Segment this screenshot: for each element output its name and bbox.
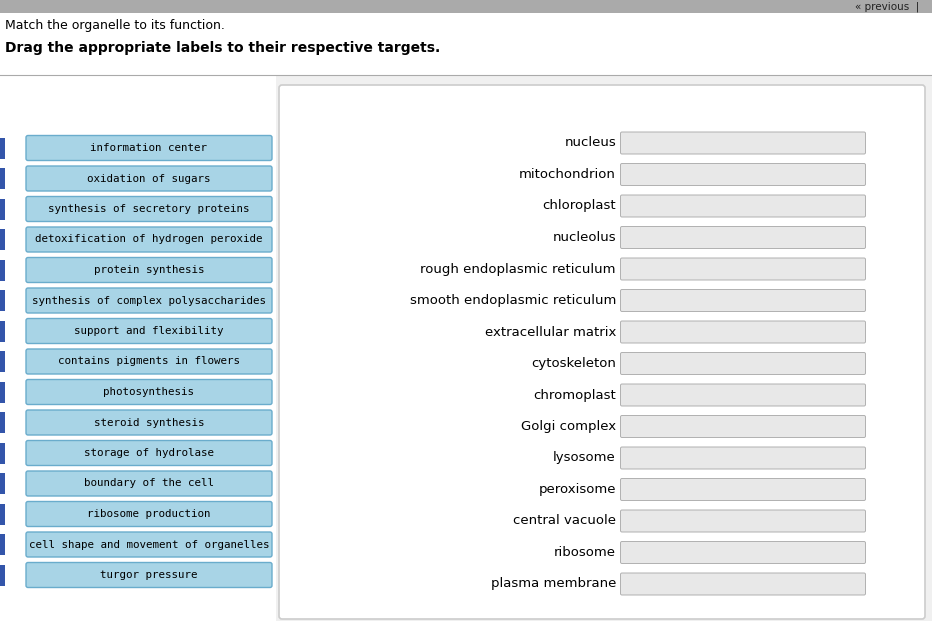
Text: photosynthesis: photosynthesis [103,387,195,397]
FancyBboxPatch shape [26,379,272,404]
Bar [0,534,5,555]
FancyBboxPatch shape [26,471,272,496]
FancyBboxPatch shape [621,384,866,406]
Text: Golgi complex: Golgi complex [521,420,616,433]
Bar [0,75,276,621]
Bar [0,229,5,250]
Bar [0,13,932,75]
FancyBboxPatch shape [26,319,272,343]
FancyBboxPatch shape [26,227,272,252]
Text: Drag the appropriate labels to their respective targets.: Drag the appropriate labels to their res… [5,41,440,55]
FancyBboxPatch shape [26,196,272,222]
FancyBboxPatch shape [26,532,272,557]
Text: detoxification of hydrogen peroxide: detoxification of hydrogen peroxide [35,235,263,245]
Text: ribosome production: ribosome production [88,509,211,519]
Text: extracellular matrix: extracellular matrix [485,325,616,338]
Text: nucleolus: nucleolus [553,231,616,244]
FancyBboxPatch shape [26,166,272,191]
Text: chloroplast: chloroplast [542,199,616,212]
Text: Match the organelle to its function.: Match the organelle to its function. [5,19,225,32]
Text: steroid synthesis: steroid synthesis [94,417,204,427]
FancyBboxPatch shape [621,195,866,217]
Bar [0,381,5,402]
Text: central vacuole: central vacuole [513,515,616,527]
FancyBboxPatch shape [621,353,866,374]
FancyBboxPatch shape [621,132,866,154]
Bar [0,199,5,219]
Bar [0,168,5,189]
FancyBboxPatch shape [621,163,866,186]
FancyBboxPatch shape [621,321,866,343]
Bar [0,564,5,586]
Bar [0,290,5,311]
Text: contains pigments in flowers: contains pigments in flowers [58,356,240,366]
Bar [0,443,5,463]
FancyBboxPatch shape [26,563,272,587]
Bar [0,0,932,13]
Text: boundary of the cell: boundary of the cell [84,479,214,489]
FancyBboxPatch shape [621,510,866,532]
Text: synthesis of complex polysaccharides: synthesis of complex polysaccharides [32,296,266,306]
Bar [0,351,5,372]
Bar [0,75,932,621]
FancyBboxPatch shape [26,440,272,466]
FancyBboxPatch shape [26,288,272,313]
Text: smooth endoplasmic reticulum: smooth endoplasmic reticulum [410,294,616,307]
Text: peroxisome: peroxisome [539,483,616,496]
FancyBboxPatch shape [621,542,866,563]
Bar [0,504,5,525]
FancyBboxPatch shape [26,410,272,435]
Text: synthesis of secretory proteins: synthesis of secretory proteins [48,204,250,214]
Text: turgor pressure: turgor pressure [101,570,198,580]
FancyBboxPatch shape [621,415,866,438]
Text: cell shape and movement of organelles: cell shape and movement of organelles [29,540,269,550]
Text: ribosome: ribosome [554,546,616,559]
FancyBboxPatch shape [26,502,272,527]
Text: rough endoplasmic reticulum: rough endoplasmic reticulum [420,263,616,276]
FancyBboxPatch shape [279,85,925,619]
Bar [0,412,5,433]
FancyBboxPatch shape [621,573,866,595]
Text: protein synthesis: protein synthesis [94,265,204,275]
FancyBboxPatch shape [621,447,866,469]
FancyBboxPatch shape [26,349,272,374]
Bar [0,320,5,342]
Text: plasma membrane: plasma membrane [490,578,616,591]
FancyBboxPatch shape [621,227,866,248]
Text: oxidation of sugars: oxidation of sugars [88,173,211,183]
Text: lysosome: lysosome [554,451,616,465]
FancyBboxPatch shape [26,135,272,160]
Text: cytoskeleton: cytoskeleton [531,357,616,370]
Text: chromoplast: chromoplast [533,389,616,402]
Text: support and flexibility: support and flexibility [75,326,224,336]
Text: storage of hydrolase: storage of hydrolase [84,448,214,458]
Bar [0,260,5,281]
Bar [0,473,5,494]
Text: nucleus: nucleus [564,137,616,150]
FancyBboxPatch shape [26,258,272,283]
Text: mitochondrion: mitochondrion [519,168,616,181]
Text: « previous  |: « previous | [855,2,919,12]
FancyBboxPatch shape [621,258,866,280]
FancyBboxPatch shape [621,479,866,501]
Bar [0,137,5,158]
FancyBboxPatch shape [621,289,866,312]
Text: information center: information center [90,143,208,153]
